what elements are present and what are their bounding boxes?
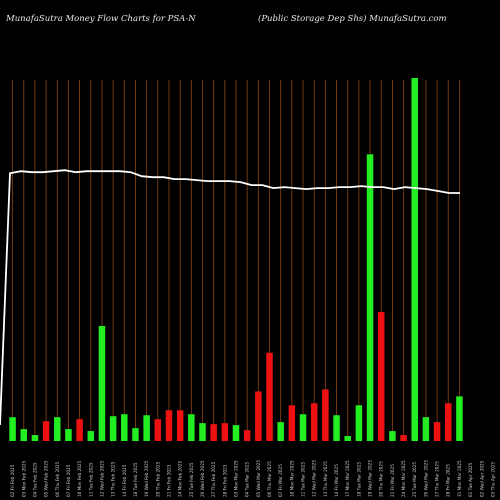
chart-title: MunafaSutra Money Flow Charts for PSA-N [6, 14, 196, 24]
x-tick-label: 19 Wed Mar 2025 [368, 460, 373, 497]
bar [344, 436, 351, 441]
x-tick-label: 06 Thu Mar 2025 [267, 461, 272, 497]
bar [87, 431, 95, 441]
x-tick-label: 07 Fri Mar 2025 [278, 464, 283, 497]
bar [9, 417, 16, 441]
bar [333, 415, 340, 441]
bar [143, 415, 150, 441]
bar [366, 154, 374, 441]
bar [176, 410, 184, 441]
bar [31, 435, 39, 441]
x-tick-label: 18 Tue Mar 2025 [356, 462, 361, 497]
bar [76, 419, 83, 441]
bar [288, 405, 296, 441]
x-tick-label: 12 Wed Feb 2025 [99, 460, 104, 497]
bar [154, 419, 162, 441]
x-tick-label: 13 Thu Feb 2025 [111, 461, 116, 497]
bar [255, 391, 262, 441]
x-tick-label: 27 Thu Feb 2025 [211, 461, 216, 497]
x-tick-label: 04 Tue Feb 2025 [32, 462, 37, 497]
bar [54, 417, 61, 441]
bar [266, 352, 273, 441]
bar [232, 425, 240, 441]
bar [65, 429, 72, 441]
x-tick-label: 28 Fri Feb 2025 [222, 464, 227, 497]
bar [243, 430, 251, 441]
x-tick-label: 21 Fri Mar 2025 [390, 464, 395, 497]
x-tick-label: 11 Tue Feb 2025 [88, 462, 93, 497]
bar [299, 414, 307, 441]
bar [411, 77, 418, 442]
bar [121, 414, 128, 441]
x-tick-label: 01 Tue Apr 2025 [468, 462, 473, 497]
x-tick-label: 17 Mon Mar 2025 [345, 460, 350, 497]
x-tick-label: 31 Mon Mar 2025 [457, 460, 462, 497]
x-tick-label: 05 Wed Mar 2025 [256, 460, 261, 497]
bar [188, 414, 195, 441]
bar [444, 403, 452, 441]
bar [277, 422, 284, 441]
bar [132, 428, 139, 441]
x-tick-label: 07 Fri Feb 2025 [66, 464, 71, 497]
x-tick-label: 03 Mon Mar 2025 [234, 460, 239, 497]
x-tick-label: 06 Thu Feb 2025 [55, 461, 60, 497]
money-flow-line [0, 169, 460, 426]
bar [109, 416, 117, 441]
bar [433, 422, 441, 441]
x-tick-label: 26 Wed Mar 2025 [423, 460, 428, 497]
bar [210, 424, 217, 441]
bar [355, 405, 363, 441]
x-tick-label: 10 Mon Mar 2025 [289, 460, 294, 497]
x-tick-label: 24 Mon Mar 2025 [401, 460, 406, 497]
bar [422, 417, 430, 441]
bar [20, 429, 28, 441]
x-tick-label: 02 Wed Apr 2025 [479, 460, 484, 497]
bar [456, 396, 463, 441]
x-tick-label: 10 Mon Feb 2025 [77, 460, 82, 497]
x-tick-label: 05 Wed Feb 2025 [44, 460, 49, 497]
bar [400, 435, 407, 441]
bar [199, 423, 206, 441]
x-tick-label: 04 Tue Mar 2025 [245, 462, 250, 497]
x-tick-label: 27 Thu Mar 2025 [435, 461, 440, 497]
x-tick-label: 21 Fri Feb 2025 [166, 464, 171, 497]
x-tick-label: 19 Wed Feb 2025 [144, 460, 149, 497]
bar [98, 325, 106, 441]
x-tick-label: 20 Thu Feb 2025 [155, 461, 160, 497]
bar [42, 421, 50, 441]
bar [310, 403, 318, 441]
x-tick-label: 25 Tue Mar 2025 [412, 462, 417, 497]
x-tick-label: 12 Wed Mar 2025 [312, 460, 317, 497]
x-tick-label: 14 Fri Mar 2025 [334, 464, 339, 497]
bar [322, 389, 329, 441]
bar [165, 410, 173, 441]
x-tick-label: 03 Mon Feb 2025 [21, 460, 26, 497]
bar [389, 431, 396, 441]
bar [221, 423, 229, 441]
x-tick-label: 03 Thu Apr 2025 [490, 462, 495, 497]
bar [377, 312, 385, 441]
x-tick-label: 13 Thu Mar 2025 [323, 461, 328, 497]
x-tick-label: 25 Tue Feb 2025 [189, 462, 194, 497]
x-tick-label: 26 Wed Feb 2025 [200, 460, 205, 497]
x-tick-label: 24 Mon Feb 2025 [178, 460, 183, 497]
x-tick-label: 02 Fri Feb 2025 [10, 464, 15, 497]
x-tick-label: 11 Tue Mar 2025 [301, 462, 306, 497]
x-tick-label: 20 Thu Mar 2025 [379, 461, 384, 497]
x-tick-label: 14 Fri Feb 2025 [122, 464, 127, 497]
x-tick-label: 28 Fri Mar 2025 [446, 464, 451, 497]
x-tick-label: 18 Tue Feb 2025 [133, 462, 138, 497]
chart-subtitle: (Public Storage Dep Shs) MunafaSutra.com [258, 14, 447, 24]
